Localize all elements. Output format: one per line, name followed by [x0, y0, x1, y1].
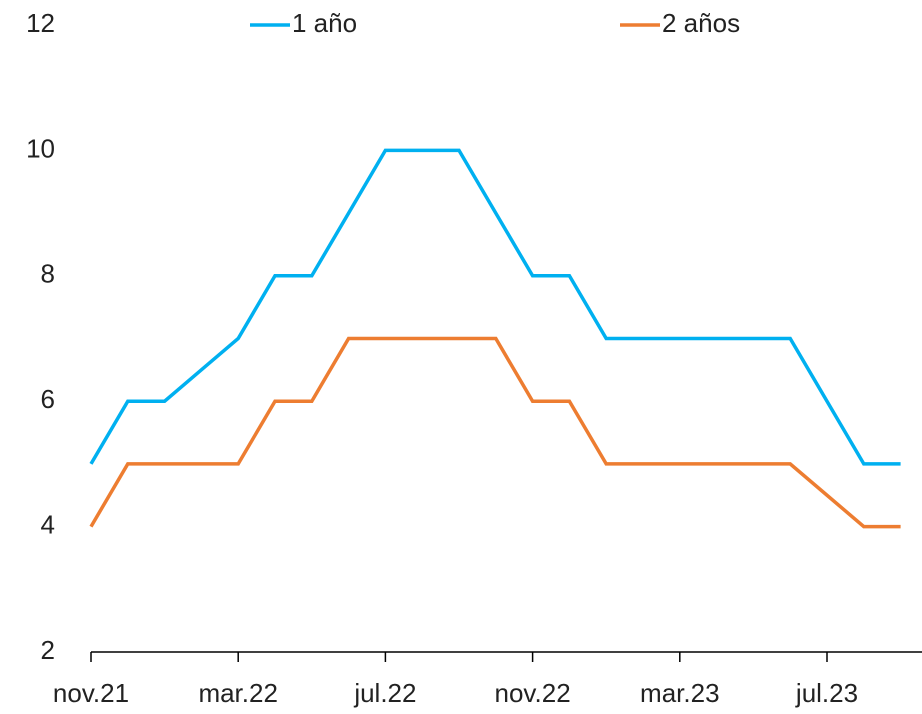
y-tick-label: 2	[41, 635, 55, 665]
y-tick-label: 12	[26, 8, 55, 38]
x-tick-label: nov.21	[53, 678, 129, 708]
x-tick-label: mar.22	[198, 678, 278, 708]
legend-label: 1 año	[292, 8, 357, 38]
y-tick-label: 10	[26, 133, 55, 163]
y-tick-label: 6	[41, 384, 55, 414]
x-tick-label: jul.23	[795, 678, 858, 708]
line-series	[89, 336, 901, 529]
y-tick-label: 4	[41, 509, 55, 539]
y-tick-label: 8	[41, 259, 55, 289]
x-tick-label: nov.22	[495, 678, 571, 708]
line-series	[89, 148, 901, 466]
x-tick-label: mar.23	[640, 678, 720, 708]
x-tick-label: jul.22	[353, 678, 416, 708]
legend-label: 2 años	[662, 8, 740, 38]
